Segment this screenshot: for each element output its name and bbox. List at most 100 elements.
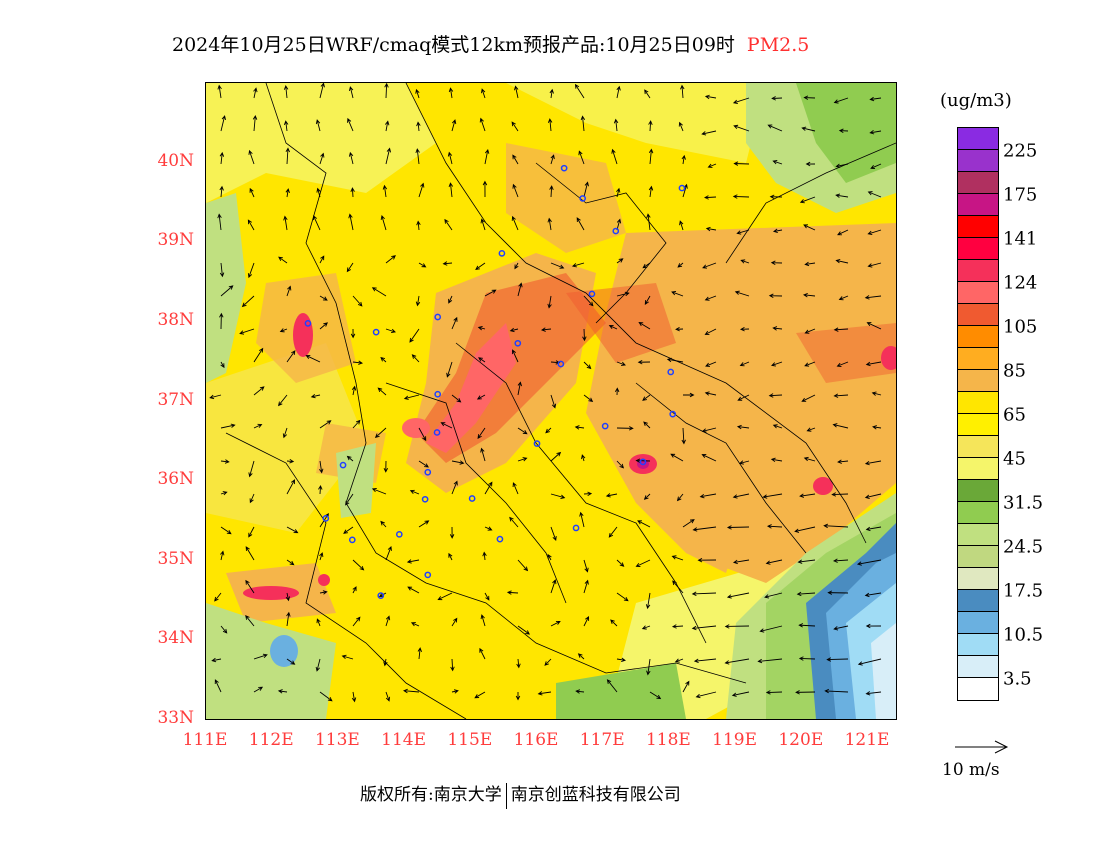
wind-arrow [804, 361, 816, 367]
copyright-right: 南京创蓝科技有限公司 [510, 785, 681, 805]
wind-arrow [574, 425, 585, 430]
legend-color-swatch [958, 304, 998, 326]
wind-arrow [283, 85, 289, 99]
wind-arrow [348, 86, 354, 99]
wind-arrow [805, 161, 816, 167]
wind-arrow [415, 295, 421, 307]
wind-arrow [583, 579, 589, 594]
wind-arrow [798, 623, 816, 628]
wind-arrow [579, 511, 585, 528]
legend-color-swatch [958, 546, 998, 568]
wind-arrow [253, 686, 264, 693]
wind-arrow [517, 457, 528, 462]
legend-color-swatch [958, 172, 998, 194]
wind-arrow [385, 147, 392, 165]
wind-arrow [547, 217, 552, 231]
wind-arrow [477, 326, 486, 331]
wind-arrow [803, 292, 816, 298]
wind-arrow [550, 451, 562, 462]
wind-arrow [646, 213, 651, 231]
wind-arrow [385, 120, 390, 132]
wind-arrow [679, 220, 684, 231]
wind-arrow [377, 387, 387, 396]
legend-label: 141 [1003, 228, 1038, 250]
wind-reference-label: 10 m/s [942, 760, 1000, 780]
wind-arrow [247, 219, 255, 231]
wind-arrow [613, 118, 619, 132]
city-marker [339, 461, 347, 469]
legend-color-swatch [958, 392, 998, 414]
wind-arrow [772, 424, 783, 429]
wind-arrow [437, 592, 453, 601]
wind-arrow [835, 193, 849, 198]
wind-arrow [614, 387, 620, 396]
wind-arrow [316, 618, 321, 627]
wind-arrow [449, 526, 455, 539]
wind-arrow [252, 114, 258, 132]
wind-arrow [799, 493, 816, 498]
wind-arrow [253, 423, 263, 429]
wind-arrow [249, 493, 255, 504]
wind-arrow [823, 523, 849, 529]
wind-arrow [764, 592, 783, 599]
wind-arrow [732, 559, 750, 565]
wind-arrow [352, 295, 363, 307]
legend-label: 31.5 [1003, 492, 1044, 514]
city-marker [560, 164, 568, 172]
wind-arrow [319, 420, 332, 429]
wind-arrow [286, 285, 292, 297]
wind-arrow [770, 457, 783, 463]
city-marker [433, 429, 441, 436]
wind-arrow [583, 615, 590, 627]
wind-arrow [442, 261, 453, 266]
legend-label: 175 [1003, 184, 1038, 206]
wind-arrow [616, 85, 621, 99]
wind-arrow [283, 215, 288, 231]
wind-arrow [691, 625, 717, 631]
wind-arrow [481, 88, 486, 99]
wind-arrow [616, 291, 630, 297]
legend-color-swatch [958, 260, 998, 282]
city-marker [348, 536, 356, 544]
wind-arrow [682, 392, 695, 398]
wind-arrow [699, 493, 717, 499]
wind-arrow [766, 524, 783, 529]
wind-arrow [380, 215, 387, 231]
wind-arrow [837, 459, 849, 464]
wind-arrow [220, 285, 234, 297]
city-marker [667, 368, 675, 376]
copyright-footer: 版权所有:南京大学 南京创蓝科技有限公司 [360, 780, 681, 809]
legend-label: 105 [1003, 316, 1038, 338]
color-legend [957, 127, 999, 701]
wind-arrow [733, 124, 750, 132]
wind-arrow [799, 196, 816, 204]
wind-arrow [484, 526, 493, 531]
wind-arrow [833, 327, 849, 332]
city-marker [588, 290, 596, 298]
wind-arrow [795, 690, 816, 695]
wind-arrow [865, 526, 882, 532]
wind-arrow [537, 691, 552, 696]
wind-arrow [701, 427, 717, 433]
wind-arrow [759, 625, 783, 633]
wind-arrow [794, 526, 816, 533]
wind-arrow [616, 559, 625, 567]
wind-arrow [385, 328, 396, 334]
wind-arrow [444, 218, 453, 231]
wind-arrow [277, 689, 288, 694]
wind-arrow [739, 361, 750, 367]
legend-color-swatch [958, 524, 998, 546]
wind-arrow [219, 185, 224, 198]
wind-arrow [550, 154, 555, 165]
wind-arrow [286, 611, 291, 627]
wind-arrow [605, 493, 618, 498]
lon-tick-label: 115E [447, 730, 493, 750]
wind-arrow [643, 421, 651, 429]
wind-arrow [872, 425, 882, 430]
wind-arrow [644, 295, 651, 305]
wind-arrow [550, 620, 561, 627]
wind-arrow [517, 282, 523, 297]
wind-arrow [406, 559, 420, 564]
wind-arrow [245, 546, 255, 561]
wind-arrow [286, 526, 299, 534]
